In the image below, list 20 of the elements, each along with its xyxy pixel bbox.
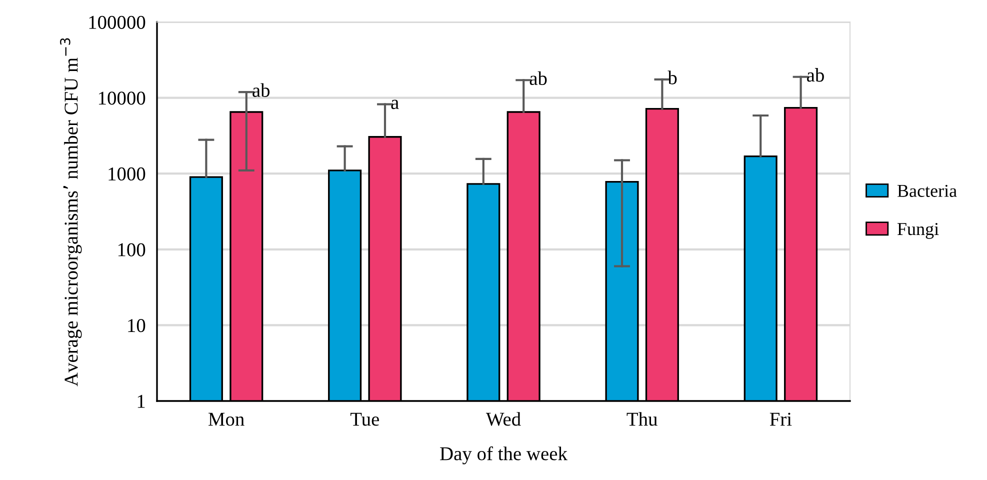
y-tick-label: 10000 bbox=[98, 92, 146, 105]
x-tick-label: Thu bbox=[626, 412, 658, 426]
annotation: a bbox=[391, 100, 399, 110]
legend-label: Fungi bbox=[897, 222, 939, 239]
legend-label: Bacteria bbox=[897, 184, 957, 197]
annotation: ab bbox=[252, 83, 270, 97]
y-tick-label: 10 bbox=[128, 319, 146, 332]
y-tick-label: 1000 bbox=[108, 167, 146, 181]
x-tick-label: Tue bbox=[350, 412, 379, 426]
annotation: b bbox=[668, 70, 677, 84]
y-tick-label: 1 bbox=[138, 394, 145, 408]
annotation: ab bbox=[807, 68, 824, 82]
y-tick-label: 100 bbox=[118, 243, 146, 256]
x-tick-label: Fri bbox=[770, 412, 792, 426]
x-tick-label: Wed bbox=[486, 412, 521, 426]
y-tick-label: 100000 bbox=[89, 16, 146, 29]
x-tick-label: Mon bbox=[208, 412, 244, 426]
y-axis-title: Average microorganisms’ number CFU m$^{−3}$ bbox=[60, 38, 82, 386]
x-axis-title: Day of the week bbox=[440, 446, 568, 464]
annotation: ab bbox=[530, 71, 547, 86]
